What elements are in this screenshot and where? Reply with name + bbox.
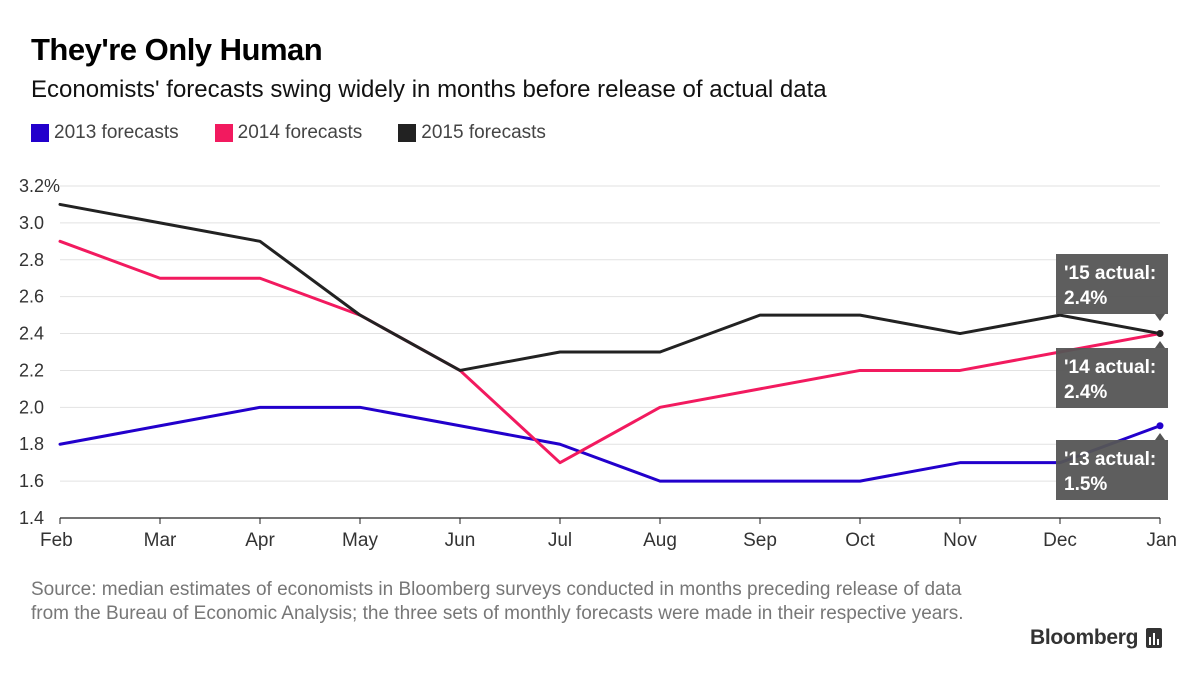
x-tick-label: Jun: [445, 530, 476, 551]
y-tick-label: 3.0: [19, 213, 44, 233]
legend: 2013 forecasts 2014 forecasts 2015 forec…: [31, 122, 582, 144]
x-tick-label: Oct: [845, 530, 875, 551]
series-line-2013: [58, 405, 1162, 483]
y-tick-label: 1.6: [19, 471, 44, 491]
series-line-2014: [58, 239, 1162, 465]
y-tick-label: 1.4: [19, 508, 44, 528]
y-tick-label: 2.4: [19, 324, 44, 344]
callout-box: [1056, 348, 1168, 408]
legend-label-2015: 2015 forecasts: [421, 122, 546, 143]
callout-pointer: [1155, 314, 1165, 321]
end-marker-2015: [1156, 330, 1164, 338]
series-line-2015: [58, 202, 1162, 372]
callout-pointer: [1155, 433, 1165, 440]
x-tick-label: Nov: [943, 530, 977, 551]
x-tick-label: Sep: [743, 530, 777, 551]
callout-2013-actual: '13 actual: 1.5%: [1056, 433, 1168, 500]
x-axis: Feb Mar Apr May Jun Jul Aug Sep Oct Nov Dec Jan: [40, 518, 1177, 551]
callout-box: [1056, 254, 1168, 314]
x-tick-label: Mar: [144, 530, 177, 551]
legend-item-2013: 2013 forecasts: [31, 122, 179, 144]
x-tick-label: Apr: [245, 530, 275, 551]
y-tick-labels: 3.2% 3.0 2.8 2.6 2.4 2.2 2.0 1.8 1.6 1.4: [19, 176, 60, 528]
chart-title: They're Only Human: [31, 32, 323, 67]
x-tick-label: Aug: [643, 530, 677, 551]
x-tick-label: Jul: [548, 530, 572, 551]
bloomberg-chart-icon: [1146, 628, 1163, 648]
end-marker-2013: [1156, 422, 1164, 430]
callout-2015-actual: '15 actual: 2.4%: [1056, 254, 1168, 321]
callout-pointer: [1155, 341, 1165, 348]
series-lines: [58, 202, 1164, 483]
callout-value: 2.4%: [1064, 382, 1107, 403]
chart-subtitle: Economists' forecasts swing widely in mo…: [31, 76, 827, 103]
callouts: '15 actual: 2.4% '14 actual: 2.4% '13 actual…: [1056, 254, 1168, 500]
x-tick-label: Dec: [1043, 530, 1077, 551]
x-tick-label: Jan: [1146, 530, 1177, 551]
legend-swatch-2013: [31, 124, 49, 142]
y-tick-label: 2.6: [19, 287, 44, 307]
source-note: Source: median estimates of economists i…: [31, 579, 964, 624]
y-tick-label: 2.8: [19, 250, 44, 270]
y-tick-label: 3.2%: [19, 176, 60, 196]
x-tick-label: Feb: [40, 530, 73, 551]
legend-item-2015: 2015 forecasts: [398, 122, 546, 144]
legend-label-2013: 2013 forecasts: [54, 122, 179, 143]
callout-value: 1.5%: [1064, 474, 1107, 495]
callout-label: '13 actual:: [1064, 449, 1156, 470]
y-tick-label: 1.8: [19, 434, 44, 454]
legend-label-2014: 2014 forecasts: [237, 122, 363, 143]
legend-item-2014: 2014 forecasts: [214, 122, 363, 144]
y-tick-label: 2.2: [19, 360, 44, 380]
callout-label: '14 actual:: [1064, 357, 1156, 378]
callout-box: [1056, 440, 1168, 500]
callout-value: 2.4%: [1064, 288, 1107, 309]
callout-label: '15 actual:: [1064, 263, 1156, 284]
grid-lines: [60, 185, 1160, 519]
callout-2014-actual: '14 actual: 2.4%: [1056, 341, 1168, 408]
legend-swatch-2014: [214, 124, 233, 142]
brand: Bloomberg: [1030, 626, 1163, 650]
y-tick-label: 2.0: [19, 397, 44, 417]
brand-name: Bloomberg: [1030, 626, 1139, 649]
legend-swatch-2015: [398, 124, 417, 142]
x-tick-label: May: [342, 530, 378, 551]
